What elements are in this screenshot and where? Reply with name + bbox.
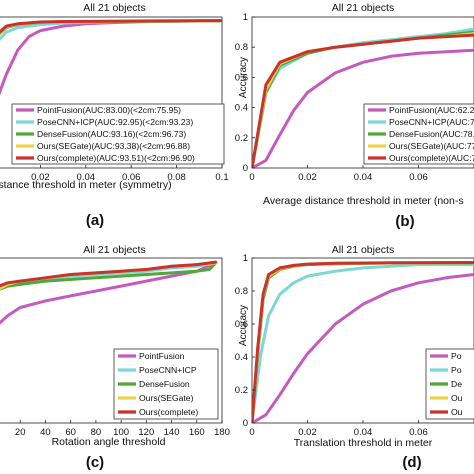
series-line-1 [0,261,218,325]
y-tick-label: 0.6 [235,72,248,83]
x-tick-label: 180 [214,427,230,438]
legend-entry: Ou [451,407,463,417]
series-line-5 [252,261,474,423]
y-tick-label: 0.4 [235,103,248,114]
x-tick-label: 140 [164,427,180,438]
legend-entry: Po [451,365,462,375]
x-tick-label: 40 [40,427,51,438]
chart-panel-3: 20 40 60 80 100 120 140 160 180 All 21 objects Rot… [0,244,230,471]
legend-box [11,103,225,165]
chart-panel-2: 0 0.02 0.04 0.06 0 0.2 0.4 0.6 0.8 1 All 21 object… [235,2,474,230]
chart-title: All 21 objects [332,2,394,14]
legend-entry: PoseCNN+ICP(AUC:92.95)(<2cm:93.23) [37,117,193,127]
series-line-5 [252,33,474,168]
panel-label: (d) [402,454,421,471]
plot-area [0,16,223,169]
x-tick-label: 0.02 [298,427,317,438]
legend: PointFusion PoseCNN+ICP DenseFusion Ours(SE… [113,348,219,420]
y-axis-label: Accuracy [238,305,249,346]
legend: Po Po De Ou Ou [425,348,474,420]
legend: PointFusion(AUC:83.00)(<2cm:75.95) PoseCN… [11,103,225,165]
legend-entry: De [451,379,462,389]
legend-entry: DenseFusion [139,379,190,389]
legend-entry: Ours(SEGate) [139,393,194,403]
series-line-2 [252,263,474,423]
x-tick-label: 80 [91,427,102,438]
chart-title: All 21 objects [83,244,145,256]
legend-entry: PointFusion [139,351,185,361]
legend-entry: Ou [451,393,463,403]
legend-entry: DenseFusion(AUC:78.02)(< [389,129,474,139]
legend-entry: Ours(complete)(AUC:77.96 [389,153,474,163]
x-tick-label: 20 [15,427,26,438]
legend-entry: Ours(SEGate)(AUC:77.84) [389,141,474,151]
chart-panel-1: 0.02 0.04 0.06 0.08 0.1 All 21 objects Average… [0,2,229,229]
x-tick-label: 0.04 [77,172,96,183]
x-axis-label: Average distance threshold in meter (sym… [0,179,172,191]
x-tick-label: 0.02 [298,172,317,183]
x-tick-label: 0.06 [122,172,141,183]
x-tick-label: 0.08 [167,172,186,183]
y-tick-label: 0 [243,418,248,429]
series-line-1 [252,273,474,423]
series-line-1 [0,19,222,96]
y-tick-label: 1 [243,253,248,264]
y-tick-label: 0.2 [235,385,248,396]
x-tick-label: 0 [249,427,254,438]
series-line-5 [0,260,218,288]
legend-entry: PointFusion(AUC:62.26)(<2 [389,105,474,115]
x-tick-label: 0.1 [215,172,228,183]
y-tick-label: 0.4 [235,352,248,363]
legend: PointFusion(AUC:62.26)(<2 PoseCNN+ICP(AUC… [363,103,474,165]
x-axis-label: Translation threshold in meter [294,437,433,449]
y-tick-label: 0.8 [235,42,248,53]
panel-label: (b) [395,213,414,230]
x-tick-label: 0.06 [409,427,428,438]
legend-entry: Ours(complete) [139,407,198,417]
y-tick-label: 0 [243,163,248,174]
chart-panel-4: 0 0.02 0.04 0.06 0 0.2 0.4 0.6 0.8 1 All 21 object… [235,244,474,471]
legend-entry: PointFusion(AUC:83.00)(<2cm:75.95) [37,105,181,115]
legend-entry: Ours(complete)(AUC:93.51)(<2cm:96.90) [37,153,195,163]
series-line-5 [0,19,222,35]
y-tick-label: 0.2 [235,133,248,144]
legend-entry: Po [451,351,462,361]
x-tick-label: 100 [113,427,129,438]
x-tick-label: 0.06 [409,172,428,183]
chart-title: All 21 objects [332,244,394,256]
x-tick-label: 0 [249,172,254,183]
x-tick-label: 120 [138,427,154,438]
legend-entry: PoseCNN+ICP [139,365,197,375]
legend-entry: DenseFusion(AUC:93.16)(<2cm:96.73) [37,129,186,139]
x-tick-label: 160 [189,427,205,438]
y-tick-label: 0.6 [235,319,248,330]
x-tick-label: 0.04 [354,427,373,438]
series-line-3 [0,261,218,291]
chart-title: All 21 objects [83,2,145,14]
y-tick-label: 1 [243,12,248,23]
y-axis-label: Accuracy [238,57,249,98]
legend-entry: Ours(SEGate)(AUC:93.38)(<2cm:96.88) [37,141,190,151]
x-tick-label: 0.04 [354,172,373,183]
x-tick-label: 0.02 [31,172,50,183]
plot-area [0,257,223,424]
panel-label: (c) [86,454,104,471]
y-tick-label: 0.8 [235,286,248,297]
x-axis-label: Rotation angle threshold [52,436,166,448]
series-line-1 [252,48,474,168]
legend-entry: PoseCNN+ICP(AUC:79.18) [389,117,474,127]
panel-label: (a) [86,212,104,229]
x-axis-label: Average distance threshold in meter (non… [263,195,464,207]
x-tick-label: 60 [65,427,76,438]
